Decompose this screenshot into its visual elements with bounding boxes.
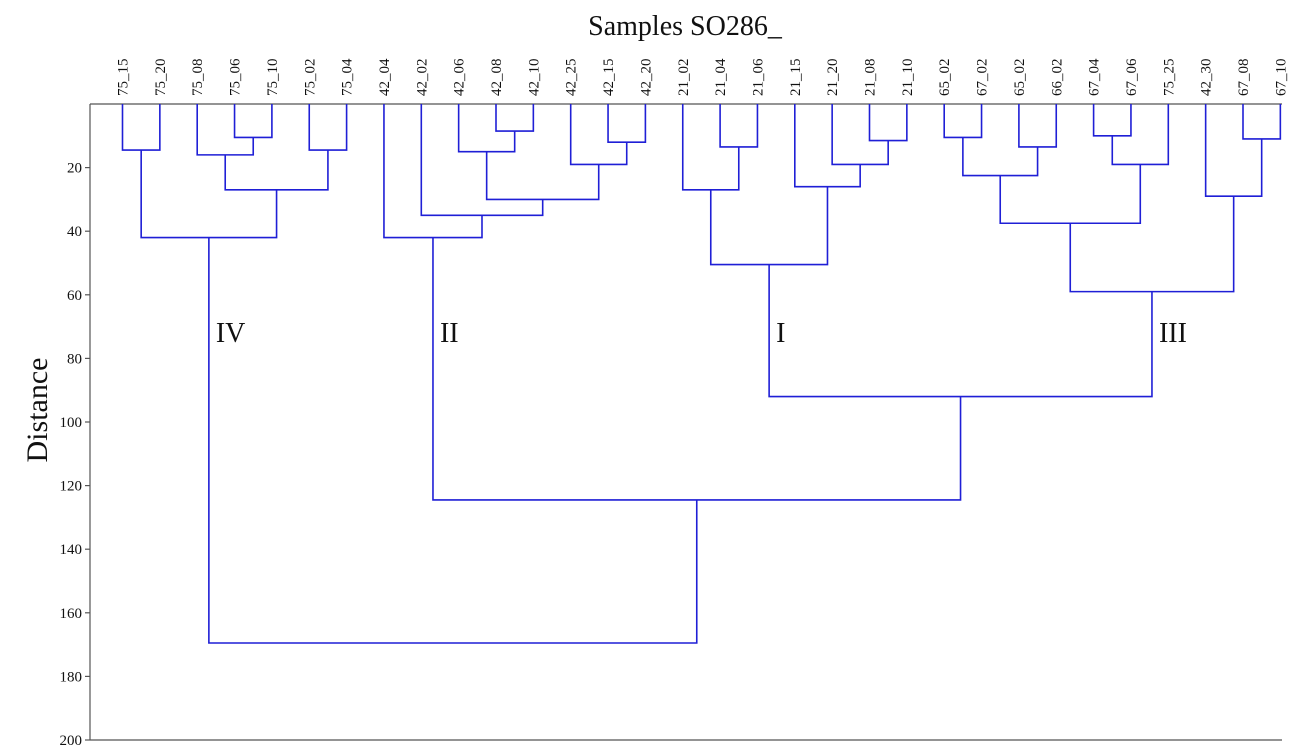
leaf-label: 67_04	[1087, 58, 1103, 96]
dendrogram-link	[432, 237, 962, 501]
dendrogram-link	[383, 104, 483, 239]
dendrogram-links	[121, 104, 1282, 644]
cluster-labels: IV II I III	[216, 318, 1187, 349]
leaf-label: 75_20	[153, 59, 169, 97]
y-tick-label: 40	[67, 224, 82, 240]
leaf-label: 75_25	[1161, 59, 1177, 97]
leaf-label: 21_04	[713, 58, 729, 96]
y-tick-label: 140	[60, 542, 83, 558]
leaf-label: 75_06	[228, 58, 244, 96]
dendrogram-link	[196, 104, 255, 156]
cluster-label: IV	[216, 318, 246, 349]
dendrogram-link	[1204, 104, 1263, 198]
dendrogram-link	[719, 104, 759, 148]
dendrogram-link	[794, 104, 861, 188]
leaf-label: 42_02	[414, 59, 430, 97]
leaf-label: 75_02	[302, 59, 318, 97]
dendrogram-link	[868, 104, 908, 142]
leaf-label: 42_06	[452, 58, 468, 96]
dendrogram-link	[943, 104, 983, 139]
dendrogram-link	[999, 164, 1142, 225]
leaf-label: 66_02	[1049, 59, 1065, 97]
leaf-label: 21_10	[900, 59, 916, 97]
dendrogram-link	[709, 186, 829, 266]
dendrogram-link	[1018, 104, 1058, 148]
dendrogram-link	[962, 137, 1039, 177]
dendrogram-link	[1069, 196, 1235, 293]
dendrogram-link	[831, 104, 889, 166]
leaf-label: 65_02	[1012, 59, 1028, 97]
y-tick-label: 160	[60, 606, 83, 622]
y-tick-label: 100	[60, 415, 83, 431]
leaf-label: 21_15	[788, 59, 804, 97]
leaf-label: 21_08	[863, 59, 879, 97]
y-tick-label: 60	[67, 288, 82, 304]
cluster-label: I	[776, 318, 785, 349]
dendrogram-link	[768, 264, 1153, 398]
dendrogram-link	[233, 104, 273, 139]
leaf-label: 21_02	[676, 59, 692, 97]
dendrogram-link	[607, 104, 647, 143]
dendrogram-link	[308, 104, 348, 151]
leaf-label: 21_06	[750, 58, 766, 96]
y-tick-label: 80	[67, 351, 82, 367]
leaf-label: 42_08	[489, 59, 505, 97]
leaf-label: 42_10	[526, 59, 542, 97]
dendrogram-link	[569, 104, 628, 166]
leaf-label: 67_08	[1236, 59, 1252, 97]
dendrogram-link	[224, 150, 329, 191]
leaf-label: 67_02	[975, 59, 991, 97]
leaf-label: 75_04	[340, 58, 356, 96]
dendrogram-link	[1092, 104, 1132, 137]
dendrogram-link	[1111, 104, 1170, 166]
cluster-label: II	[440, 318, 459, 349]
leaf-label: 42_20	[638, 59, 654, 97]
y-axis: 20 40 60 80 100 120 140 160 180 200	[60, 103, 1282, 745]
dendrogram-link	[485, 151, 600, 201]
leaf-label: 67_10	[1273, 59, 1289, 97]
cluster-label: III	[1159, 318, 1187, 349]
leaf-label: 75_10	[265, 59, 281, 97]
leaf-labels: 75_15 75_20 75_08 75_06 75_10 75_02 75_04 42_04…	[116, 58, 1290, 96]
y-axis-label: Distance	[21, 358, 54, 463]
y-tick-label: 200	[60, 733, 83, 745]
leaf-label: 21_20	[825, 59, 841, 97]
leaf-label: 67_06	[1124, 58, 1140, 96]
leaf-label: 65_02	[937, 59, 953, 97]
leaf-label: 75_08	[190, 59, 206, 97]
leaf-label: 42_15	[601, 59, 617, 97]
dendrogram-link	[495, 104, 535, 132]
leaf-label: 75_15	[116, 59, 132, 97]
dendrogram-link	[457, 104, 516, 153]
dendrogram-link	[121, 104, 161, 151]
leaf-label: 42_30	[1199, 59, 1215, 97]
dendrogram-link	[1242, 104, 1282, 140]
dendrogram-link	[140, 150, 278, 239]
y-tick-label: 180	[60, 669, 83, 685]
chart-title: Samples SO286_	[588, 11, 783, 42]
y-tick-label: 20	[67, 161, 82, 177]
dendrogram-link	[208, 237, 698, 644]
leaf-label: 42_04	[377, 58, 393, 96]
leaf-label: 42_25	[564, 59, 580, 97]
y-tick-label: 120	[60, 479, 83, 495]
